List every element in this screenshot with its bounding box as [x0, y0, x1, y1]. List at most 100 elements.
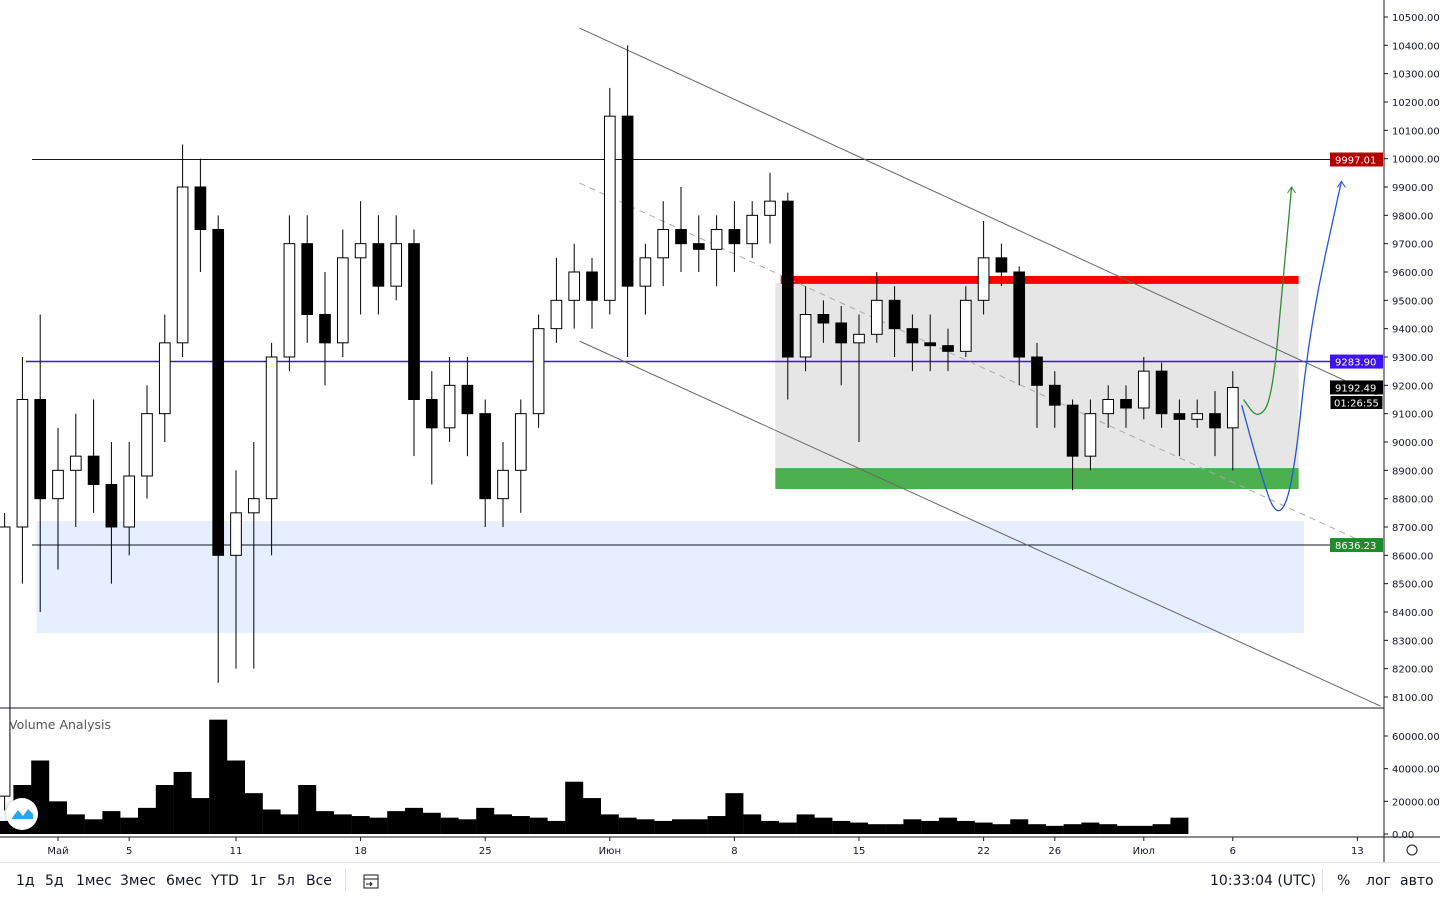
volume-bar: [298, 785, 317, 834]
arrow-head-icon: [1336, 180, 1346, 188]
candle: [888, 286, 901, 357]
candle-body: [1048, 384, 1061, 406]
time-tick-label: Май: [47, 846, 68, 857]
volume-bar: [1170, 817, 1189, 834]
candle: [1031, 342, 1043, 428]
candle-body: [781, 200, 794, 358]
candle-body: [497, 469, 509, 500]
price-tick-label: 9000.00: [1392, 438, 1433, 449]
range-1y[interactable]: 1г: [250, 873, 267, 889]
volume-bar: [405, 807, 423, 834]
candle-body: [0, 526, 11, 797]
volume-bar: [885, 824, 904, 834]
candle: [1066, 399, 1079, 491]
candle: [283, 215, 296, 372]
candle: [764, 172, 776, 244]
candle-body: [194, 186, 207, 230]
volume-bar: [440, 817, 459, 834]
candle-body: [959, 299, 972, 352]
candle-body: [265, 356, 278, 500]
candle: [141, 385, 153, 499]
volume-bar: [547, 820, 566, 834]
candle: [781, 192, 794, 400]
auto-toggle[interactable]: авто: [1400, 873, 1434, 889]
candle: [906, 314, 919, 372]
candle: [1226, 371, 1239, 471]
candle: [1191, 399, 1204, 428]
price-tick-label: 10000.00: [1392, 155, 1440, 166]
volume-bar: [173, 771, 192, 834]
volume-bar: [832, 820, 851, 834]
range-1m[interactable]: 1мес: [76, 873, 112, 889]
volume-bar: [707, 816, 726, 834]
candle: [87, 399, 100, 513]
goto-date-icon[interactable]: [362, 872, 380, 894]
candle: [746, 201, 759, 258]
range-all[interactable]: Все: [306, 873, 332, 889]
volume-bar: [351, 816, 370, 834]
log-toggle[interactable]: лог: [1366, 873, 1391, 889]
volume-bar: [333, 814, 352, 834]
candle-body: [69, 455, 82, 471]
volume-tick-label: 40000.00: [1392, 765, 1440, 776]
candle: [799, 286, 812, 372]
price-tick-label: 8400.00: [1392, 608, 1433, 619]
range-5d[interactable]: 5д: [45, 873, 64, 889]
candle-body: [870, 299, 883, 335]
gear-icon: [1406, 844, 1418, 856]
time-tick-label: 15: [853, 846, 866, 857]
price-tick-label: 9500.00: [1392, 296, 1433, 307]
candle: [69, 413, 82, 527]
candle-body: [425, 398, 438, 429]
price-tick-label: 8300.00: [1392, 636, 1433, 647]
candle-body: [408, 243, 420, 400]
volume-bar: [262, 809, 281, 834]
logo-icon: [12, 809, 33, 819]
candle-body: [354, 243, 367, 259]
clock[interactable]: 10:33:04 (UTC): [1210, 873, 1317, 889]
range-6m[interactable]: 6мес: [166, 873, 202, 889]
time-tick-label: Июл: [1133, 846, 1155, 857]
tradingview-logo[interactable]: [6, 798, 38, 830]
time-tick-label: 26: [1048, 846, 1061, 857]
time-tick-label: 13: [1351, 846, 1364, 857]
candle-body: [123, 475, 136, 528]
range-3m[interactable]: 3мес: [120, 873, 156, 889]
candle: [1048, 371, 1061, 428]
candle: [176, 144, 189, 357]
settings-icon[interactable]: [1406, 844, 1418, 856]
price-tick-label: 10500.00: [1392, 13, 1440, 24]
range-5y[interactable]: 5л: [277, 873, 295, 889]
price-tick-label: 10200.00: [1392, 98, 1440, 109]
candle-body: [1209, 413, 1221, 429]
candle: [1137, 356, 1150, 420]
volume-bar: [600, 814, 619, 834]
candle: [52, 427, 64, 570]
price-chart[interactable]: 10500.00 10400.00 10300.00 10200.00 10100.00…: [0, 0, 1440, 862]
candle-body: [1120, 398, 1132, 409]
percent-toggle[interactable]: %: [1337, 873, 1351, 889]
projection-curve: [1242, 186, 1293, 416]
range-1d[interactable]: 1д: [16, 873, 35, 889]
volume-bar: [280, 814, 299, 834]
candle: [443, 356, 456, 442]
candle-body: [977, 257, 990, 301]
volume-bar: [422, 812, 441, 834]
candle-body: [34, 398, 47, 500]
candle-body: [1102, 398, 1115, 415]
volume-bar: [1063, 824, 1082, 834]
last-price-badge: [1330, 380, 1383, 395]
candle: [835, 305, 848, 386]
price-tick-label: 8900.00: [1392, 466, 1433, 477]
candle-body: [336, 257, 349, 344]
volume-bar: [1099, 824, 1118, 834]
divider: [1322, 869, 1323, 893]
range-ytd[interactable]: YTD: [211, 873, 239, 889]
candle: [336, 229, 349, 357]
volume-bar: [778, 822, 797, 834]
volume-bar: [476, 807, 495, 834]
volume-bar: [689, 819, 708, 834]
candle-body: [764, 200, 776, 216]
candle: [425, 371, 438, 485]
candle-body: [639, 257, 652, 287]
